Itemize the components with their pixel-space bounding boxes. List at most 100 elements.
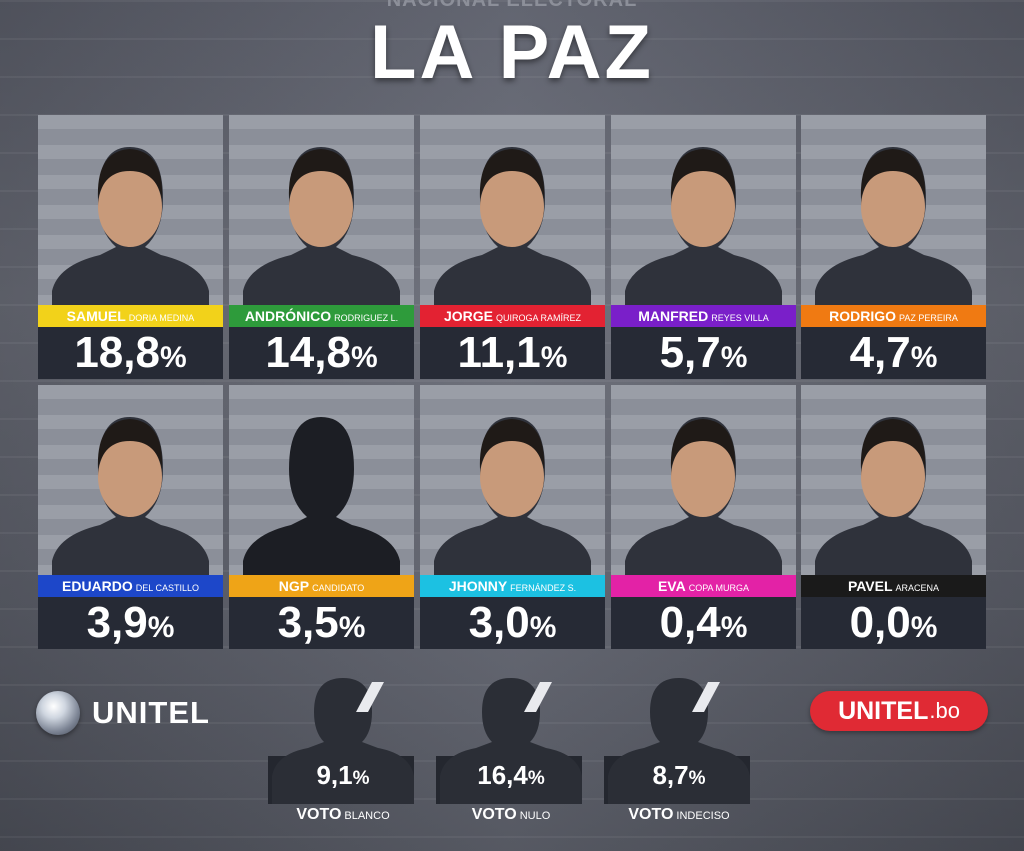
percent-sign: % xyxy=(910,611,938,644)
vote-percent: 16,4% xyxy=(436,760,586,791)
percent-sign: % xyxy=(159,341,187,374)
percent-value: 14,8 xyxy=(265,328,351,377)
candidate-photo xyxy=(229,115,414,305)
vote-percent-value: 16,4 xyxy=(477,760,528,790)
percent-value: 18,8 xyxy=(74,328,160,377)
candidate-photo xyxy=(420,115,605,305)
unitel-logo: UNITEL xyxy=(36,690,210,736)
person-silhouette-icon xyxy=(268,678,414,804)
vote-percent: 8,7% xyxy=(604,760,754,791)
candidate-last-name: PAZ PEREIRA xyxy=(899,313,958,323)
candidate-name-bar: ANDRÓNICO RODRIGUEZ L. xyxy=(229,305,414,327)
candidate-last-name: COPA MURGA xyxy=(688,583,750,593)
candidate-name-bar: MANFRED REYES VILLA xyxy=(611,305,796,327)
percent-value: 5,7 xyxy=(659,328,721,377)
percent-sign: % xyxy=(529,611,557,644)
unitel-logo-text: UNITEL xyxy=(92,695,210,730)
candidate-photo xyxy=(229,385,414,575)
candidate-first-name: SAMUEL xyxy=(66,308,126,324)
candidate-first-name: ANDRÓNICO xyxy=(244,308,332,324)
candidate-photo xyxy=(611,385,796,575)
candidate-last-name: RODRIGUEZ L. xyxy=(334,313,399,323)
candidate-first-name: JHONNY xyxy=(448,578,508,594)
candidate-percent: 0,0% xyxy=(801,597,986,649)
candidate-card-samuel: SAMUEL DORIA MEDINA 18,8% xyxy=(38,115,223,379)
candidate-first-name: EVA xyxy=(657,578,686,594)
percent-sign: % xyxy=(910,341,938,374)
candidate-card-manfred: MANFRED REYES VILLA 5,7% xyxy=(611,115,796,379)
person-portrait-icon xyxy=(434,147,591,305)
candidate-first-name: EDUARDO xyxy=(62,578,133,594)
person-silhouette-icon xyxy=(436,678,582,804)
candidate-percent: 0,4% xyxy=(611,597,796,649)
vote-label: VOTO INDECISO xyxy=(604,806,754,824)
unitel-bo-logo: UNITEL .bo xyxy=(810,691,988,731)
candidate-name-bar: JHONNY FERNÁNDEZ S. xyxy=(420,575,605,597)
candidate-card-jhonny: JHONNY FERNÁNDEZ S. 3,0% xyxy=(420,385,605,649)
percent-sign: % xyxy=(720,341,748,374)
person-portrait-icon xyxy=(243,147,400,305)
percent-sign: % xyxy=(688,768,706,789)
percent-sign: % xyxy=(352,768,370,789)
candidate-photo xyxy=(38,385,223,575)
candidate-first-name: RODRIGO xyxy=(829,308,897,324)
person-portrait-icon xyxy=(52,417,209,575)
percent-sign: % xyxy=(350,341,378,374)
vote-label-main: VOTO xyxy=(471,806,517,823)
vote-label-sub: NULO xyxy=(519,810,551,822)
percent-value: 0,4 xyxy=(659,598,721,647)
unitel-bo-suffix: .bo xyxy=(929,698,960,723)
candidate-photo xyxy=(420,385,605,575)
candidate-name-bar: PAVEL ARACENA xyxy=(801,575,986,597)
vote-percent-value: 9,1 xyxy=(316,760,353,790)
person-portrait-icon xyxy=(815,417,972,575)
candidate-percent: 3,0% xyxy=(420,597,605,649)
person-portrait-icon xyxy=(815,147,972,305)
percent-sign: % xyxy=(540,341,568,374)
vote-label: VOTO BLANCO xyxy=(268,806,418,824)
candidate-photo xyxy=(801,115,986,305)
candidate-percent: 3,5% xyxy=(229,597,414,649)
candidate-percent: 5,7% xyxy=(611,327,796,379)
candidate-card-ngp: NGP CANDIDATO 3,5% xyxy=(229,385,414,649)
vote-label: VOTO NULO xyxy=(436,806,586,824)
person-portrait-icon xyxy=(434,417,591,575)
candidate-last-name: DORIA MEDINA xyxy=(128,313,195,323)
page-title: LA PAZ xyxy=(370,10,654,95)
candidate-card-andronico: ANDRÓNICO RODRIGUEZ L. 14,8% xyxy=(229,115,414,379)
candidate-last-name: QUIROGA RAMÍREZ xyxy=(496,313,582,323)
candidate-photo xyxy=(611,115,796,305)
percent-value: 3,5 xyxy=(277,598,339,647)
percent-sign: % xyxy=(527,768,545,789)
percent-value: 11,1 xyxy=(457,328,541,377)
candidate-name-bar: EDUARDO DEL CASTILLO xyxy=(38,575,223,597)
candidate-name-bar: NGP CANDIDATO xyxy=(229,575,414,597)
candidate-last-name: FERNÁNDEZ S. xyxy=(510,583,577,593)
candidate-name-bar: EVA COPA MURGA xyxy=(611,575,796,597)
candidate-last-name: CANDIDATO xyxy=(312,583,365,593)
vote-percent-value: 8,7 xyxy=(652,760,689,790)
candidate-name-bar: SAMUEL DORIA MEDINA xyxy=(38,305,223,327)
candidate-percent: 11,1% xyxy=(420,327,605,379)
percent-value: 3,9 xyxy=(86,598,148,647)
unitel-bo-main: UNITEL xyxy=(838,696,929,725)
unitel-orb-icon xyxy=(36,691,80,735)
candidate-name-bar: JORGE QUIROGA RAMÍREZ xyxy=(420,305,605,327)
candidate-card-rodrigo: RODRIGO PAZ PEREIRA 4,7% xyxy=(801,115,986,379)
candidate-last-name: ARACENA xyxy=(895,583,940,593)
percent-sign: % xyxy=(147,611,175,644)
percent-sign: % xyxy=(338,611,366,644)
person-silhouette-icon xyxy=(604,678,750,804)
candidate-card-jorge: JORGE QUIROGA RAMÍREZ 11,1% xyxy=(420,115,605,379)
candidate-card-eva: EVA COPA MURGA 0,4% xyxy=(611,385,796,649)
vote-indeciso: 8,7% VOTO INDECISO xyxy=(604,672,754,842)
candidate-percent: 4,7% xyxy=(801,327,986,379)
candidate-photo xyxy=(801,385,986,575)
candidate-last-name: DEL CASTILLO xyxy=(135,583,199,593)
vote-label-main: VOTO xyxy=(628,806,674,823)
vote-nulo: 16,4% VOTO NULO xyxy=(436,672,586,842)
candidate-photo xyxy=(38,115,223,305)
vote-percent: 9,1% xyxy=(268,760,418,791)
candidate-first-name: MANFRED xyxy=(638,308,709,324)
